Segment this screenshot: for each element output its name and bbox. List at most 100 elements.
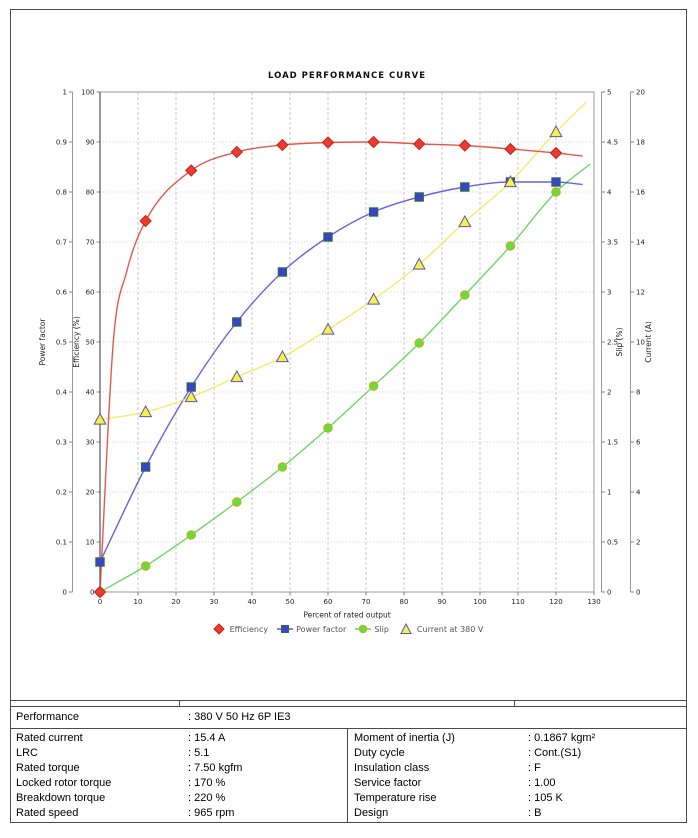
svg-text:40: 40 xyxy=(86,389,95,397)
spec-value: : 1.00 xyxy=(528,777,556,789)
table-main-block: Rated current : 15.4 A Moment of inertia… xyxy=(10,728,687,823)
svg-text:0.9: 0.9 xyxy=(56,139,67,147)
triangle-marker-icon xyxy=(400,623,412,634)
legend-item-efficiency: Efficiency xyxy=(211,623,269,635)
legend-item-current-at-380-v: Current at 380 V xyxy=(398,623,483,635)
svg-text:110: 110 xyxy=(511,598,524,606)
svg-text:20: 20 xyxy=(172,598,181,606)
svg-text:8: 8 xyxy=(636,389,640,397)
svg-text:Percent of rated output: Percent of rated output xyxy=(303,611,390,620)
spec-value: : 15.4 A xyxy=(188,732,226,744)
svg-text:50: 50 xyxy=(286,598,295,606)
spec-value: : F xyxy=(528,762,541,774)
svg-text:60: 60 xyxy=(324,598,333,606)
spec-value: : 5.1 xyxy=(188,747,210,759)
gridlines xyxy=(100,92,594,592)
table-row: Rated current : 15.4 A Moment of inertia… xyxy=(10,731,687,746)
series-line-efficiency xyxy=(99,141,583,593)
svg-text:2: 2 xyxy=(607,389,611,397)
svg-text:0: 0 xyxy=(98,598,102,606)
spec-value: : B xyxy=(528,807,542,819)
legend-label: Efficiency xyxy=(229,624,269,634)
svg-text:0: 0 xyxy=(90,589,94,597)
svg-text:80: 80 xyxy=(86,189,95,197)
svg-text:3: 3 xyxy=(607,289,611,297)
legend-item-slip: Slip xyxy=(355,623,389,635)
table-divider xyxy=(179,701,180,706)
slip-axis: 0 0.5 1 1.5 2 2.5 3 3.5 4 4.5 5 Slip (%) xyxy=(601,89,624,597)
svg-text:0.4: 0.4 xyxy=(56,389,68,397)
svg-text:130: 130 xyxy=(587,598,600,606)
table-top-strip xyxy=(10,700,687,707)
spec-label: Duty cycle xyxy=(354,747,405,759)
spec-label: Service factor xyxy=(354,777,422,789)
svg-text:14: 14 xyxy=(636,239,645,247)
svg-text:Efficiency (%): Efficiency (%) xyxy=(72,316,81,368)
spec-value: : 105 K xyxy=(528,792,563,804)
chart-legend: Efficiency Power factor Slip Current at 380… xyxy=(80,623,614,635)
svg-text:4.5: 4.5 xyxy=(607,139,618,147)
svg-text:20: 20 xyxy=(636,89,645,97)
svg-text:2.5: 2.5 xyxy=(607,339,618,347)
svg-text:10: 10 xyxy=(86,539,95,547)
table-divider xyxy=(514,701,515,706)
legend-label: Power factor xyxy=(296,624,347,634)
svg-text:0: 0 xyxy=(636,589,640,597)
current-axis: 0 2 4 6 8 10 12 14 16 18 20 Current (A) xyxy=(630,89,653,597)
spec-label: Insulation class xyxy=(354,762,430,774)
series-markers-efficiency xyxy=(93,135,563,599)
table-row: Performance : 380 V 50 Hz 6P IE3 xyxy=(10,707,687,728)
power-factor-axis: 0 0.1 0.2 0.3 0.4 0.5 0.6 0.7 0.8 0.9 1 Power facto… xyxy=(38,89,73,597)
svg-text:80: 80 xyxy=(400,598,409,606)
svg-text:0.5: 0.5 xyxy=(56,339,67,347)
table-row: Locked rotor torque : 170 % Service fact… xyxy=(10,776,687,791)
svg-text:70: 70 xyxy=(362,598,371,606)
svg-text:0.5: 0.5 xyxy=(607,539,618,547)
svg-text:12: 12 xyxy=(636,289,645,297)
svg-text:0.8: 0.8 xyxy=(56,189,67,197)
diamond-marker-icon xyxy=(212,623,225,635)
svg-text:Current (A): Current (A) xyxy=(644,321,653,363)
svg-text:2: 2 xyxy=(636,539,640,547)
svg-text:3.5: 3.5 xyxy=(607,239,618,247)
efficiency-axis: 0 10 20 30 40 50 60 70 80 90 100 Efficiency (%) xyxy=(72,89,100,597)
svg-text:4: 4 xyxy=(636,489,641,497)
svg-text:0.2: 0.2 xyxy=(56,489,67,497)
spec-label: Locked rotor torque xyxy=(16,777,112,789)
svg-text:30: 30 xyxy=(86,439,95,447)
spec-label: Rated speed xyxy=(16,807,79,819)
svg-text:50: 50 xyxy=(86,339,95,347)
svg-text:Slip (%): Slip (%) xyxy=(615,327,624,356)
svg-text:0: 0 xyxy=(63,589,67,597)
spec-value: : 220 % xyxy=(188,792,226,804)
spec-value: : 7.50 kgfm xyxy=(188,762,243,774)
series-line-slip xyxy=(99,163,591,593)
svg-text:20: 20 xyxy=(86,489,95,497)
spec-label: LRC xyxy=(16,747,39,759)
svg-text:10: 10 xyxy=(636,339,645,347)
spec-label: Rated current xyxy=(16,732,83,744)
svg-text:100: 100 xyxy=(81,89,94,97)
svg-text:40: 40 xyxy=(248,598,257,606)
series-markers-current-at-380-v xyxy=(93,124,563,425)
svg-text:1: 1 xyxy=(607,489,611,497)
svg-text:90: 90 xyxy=(438,598,447,606)
svg-text:70: 70 xyxy=(86,239,95,247)
spec-label: Design xyxy=(354,807,389,819)
table-row: Rated torque : 7.50 kgfm Insulation clas… xyxy=(10,761,687,776)
spec-label: Rated torque xyxy=(16,762,80,774)
spec-value: : 170 % xyxy=(188,777,226,789)
series-markers-power-factor xyxy=(95,177,561,567)
table-row: Breakdown torque : 220 % Temperature ris… xyxy=(10,791,687,806)
legend-item-power-factor: Power factor xyxy=(277,623,346,635)
svg-text:0.1: 0.1 xyxy=(56,539,67,547)
svg-text:120: 120 xyxy=(549,598,562,606)
spec-label: Performance xyxy=(16,711,79,723)
svg-text:100: 100 xyxy=(473,598,486,606)
circle-marker-icon xyxy=(355,624,372,634)
spec-label: Temperature rise xyxy=(354,792,437,804)
performance-table: Performance : 380 V 50 Hz 6P IE3 Rated c… xyxy=(10,700,687,823)
table-row: Rated speed : 965 rpm Design : B xyxy=(10,806,687,821)
svg-text:18: 18 xyxy=(636,139,645,147)
